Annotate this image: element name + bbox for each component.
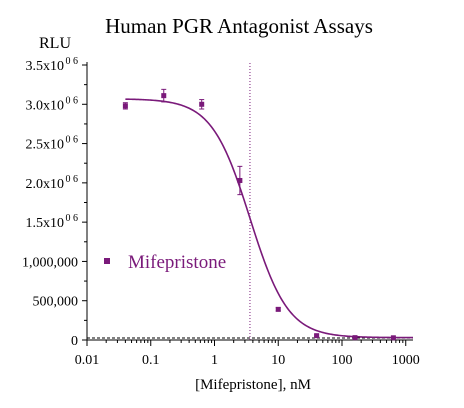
x-tick-label: 10 — [271, 353, 285, 368]
y-tick-label: 500,000 — [33, 295, 79, 310]
legend-label: Mifepristone — [128, 252, 226, 273]
y-tick-exponent: 0 6 — [66, 95, 79, 106]
x-tick-label: 100 — [331, 353, 352, 368]
chart-title: Human PGR Antagonist Assays — [105, 14, 373, 38]
legend: Mifepristone — [104, 252, 226, 273]
y-tick-label: 0 — [71, 334, 78, 349]
data-point — [314, 333, 320, 339]
data-point — [352, 335, 358, 341]
y-tick-label: 3.5x10 — [26, 59, 65, 74]
y-tick-label: 3.0x10 — [26, 98, 65, 113]
y-tick-label: 1.5x10 — [26, 216, 65, 231]
data-point — [199, 101, 205, 107]
y-tick-label: 2.5x10 — [26, 138, 65, 153]
y-tick-exponent: 0 6 — [66, 56, 79, 67]
y-tick-exponent: 0 6 — [66, 174, 79, 185]
y-tick-label: 2.0x10 — [26, 177, 65, 192]
data-point — [237, 178, 243, 183]
fit-curve — [125, 98, 414, 339]
y-tick-label: 1,000,000 — [22, 255, 78, 270]
data-point — [122, 103, 128, 109]
legend-marker — [104, 258, 110, 264]
x-tick-label: 0.1 — [142, 353, 160, 368]
y-tick-exponent: 0 6 — [66, 135, 79, 146]
data-point — [390, 335, 396, 341]
y-tick-exponent: 0 6 — [66, 213, 79, 224]
y-axis-label: RLU — [39, 35, 71, 52]
x-tick-label: 0.01 — [75, 353, 100, 368]
x-tick-label: 1000 — [392, 353, 420, 368]
data-point — [161, 93, 167, 99]
data-point — [275, 306, 281, 312]
x-axis-label: [Mifepristone], nM — [195, 377, 311, 393]
x-tick-label: 1 — [211, 353, 218, 368]
